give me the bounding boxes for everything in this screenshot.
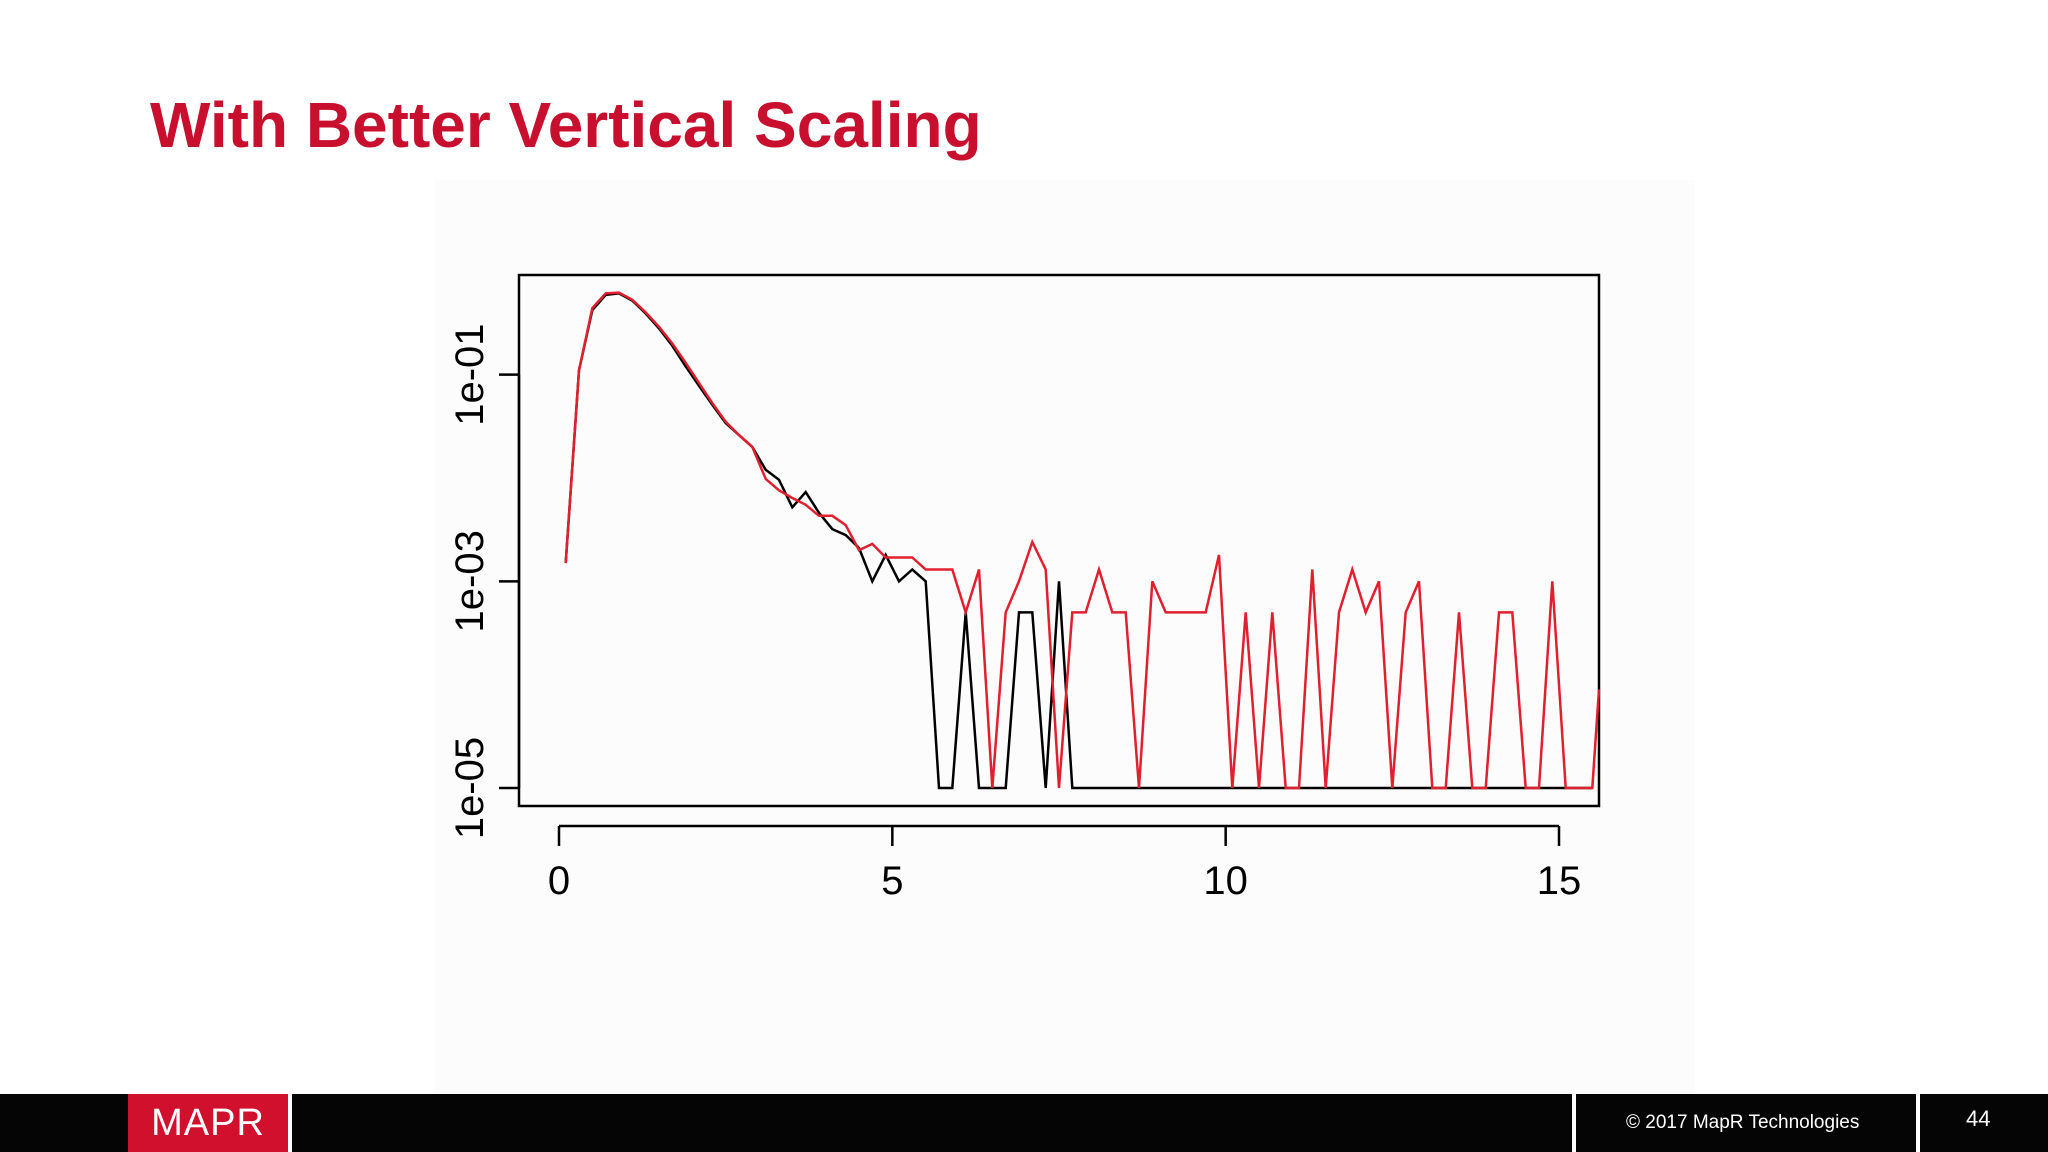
x-tick-label: 10: [1203, 859, 1248, 903]
series-line-1: [564, 292, 1593, 790]
line-chart: 0 5 10 15 1e-05 1e-03 1e-01: [448, 273, 1601, 903]
footer-bar: MAPR © 2017 MapR Technologies 44: [0, 1094, 2048, 1152]
series-line-2: [564, 291, 1601, 790]
x-tick-label: 5: [881, 859, 903, 903]
page-number: 44: [1966, 1106, 1991, 1131]
y-tick-label: 1e-03: [448, 530, 492, 632]
slide-title: With Better Vertical Scaling: [150, 89, 982, 161]
copyright-text: © 2017 MapR Technologies: [1626, 1112, 1860, 1133]
chart-area: 0 5 10 15 1e-05 1e-03 1e-01: [435, 180, 1695, 1100]
footer-divider: [1572, 1094, 1576, 1152]
y-tick-label: 1e-05: [448, 737, 492, 839]
x-tick-label: 15: [1537, 859, 1582, 903]
mapr-logo: MAPR: [128, 1094, 288, 1152]
y-tick-label: 1e-01: [448, 323, 492, 425]
footer-divider: [1916, 1094, 1920, 1152]
x-tick-label: 0: [548, 859, 570, 903]
footer-divider: [288, 1094, 292, 1152]
